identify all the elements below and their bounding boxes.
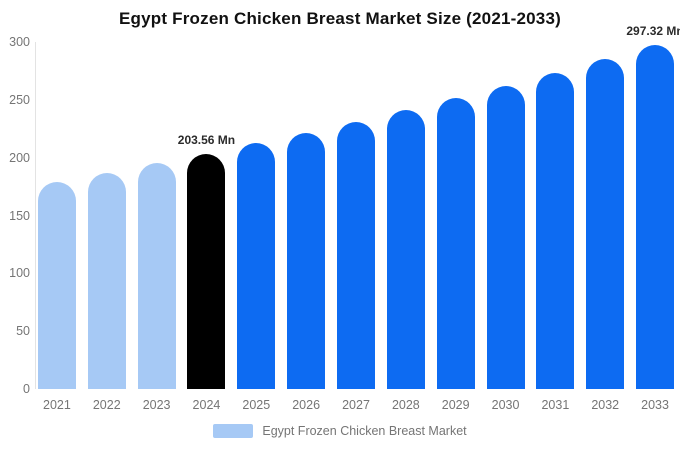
y-tick-label: 100 <box>9 266 30 281</box>
y-tick-label: 50 <box>16 324 30 339</box>
bar-2029[interactable] <box>436 98 475 389</box>
data-label: 297.32 Mn <box>626 24 680 39</box>
bar-2025[interactable] <box>237 143 276 389</box>
x-tick-label: 2026 <box>292 398 321 412</box>
x-tick-label: 2031 <box>541 398 570 412</box>
bar-2030[interactable] <box>486 85 525 389</box>
x-tick-label: 2022 <box>92 398 121 412</box>
y-tick-label: 200 <box>9 150 30 165</box>
chart-title: Egypt Frozen Chicken Breast Market Size … <box>119 9 561 28</box>
x-tick-label: 2032 <box>591 398 620 412</box>
bar-2026[interactable] <box>287 132 326 389</box>
legend-swatch <box>213 424 254 438</box>
y-axis-line <box>35 42 36 389</box>
bar-2022[interactable] <box>87 172 126 389</box>
bar-2027[interactable] <box>337 121 375 389</box>
bar-2021[interactable] <box>37 181 76 389</box>
x-tick-label: 2030 <box>491 398 520 412</box>
x-tick-label: 2029 <box>441 398 470 412</box>
y-tick-label: 250 <box>9 92 30 107</box>
legend-label: Egypt Frozen Chicken Breast Market <box>262 424 467 438</box>
x-tick-label: 2021 <box>43 398 71 412</box>
legend-item[interactable]: Egypt Frozen Chicken Breast Market <box>0 424 680 438</box>
x-tick-label: 2023 <box>142 398 171 412</box>
x-tick-label: 2033 <box>641 398 669 412</box>
x-tick-label: 2025 <box>242 398 271 412</box>
bar-2032[interactable] <box>586 59 625 389</box>
data-label: 203.56 Mn <box>177 132 236 147</box>
y-tick-label: 150 <box>9 208 30 223</box>
y-tick-label: 0 <box>23 382 30 396</box>
plot-area <box>32 42 680 389</box>
x-tick-label: 2028 <box>391 398 420 412</box>
bar-2024[interactable] <box>187 153 226 389</box>
bar-2023[interactable] <box>137 163 176 389</box>
y-tick-label: 300 <box>9 35 30 49</box>
x-tick-label: 2024 <box>192 398 221 412</box>
bar-2033[interactable] <box>636 45 675 389</box>
x-tick-label: 2027 <box>342 398 370 412</box>
bar-2031[interactable] <box>536 72 575 389</box>
bar-2028[interactable] <box>386 110 425 389</box>
